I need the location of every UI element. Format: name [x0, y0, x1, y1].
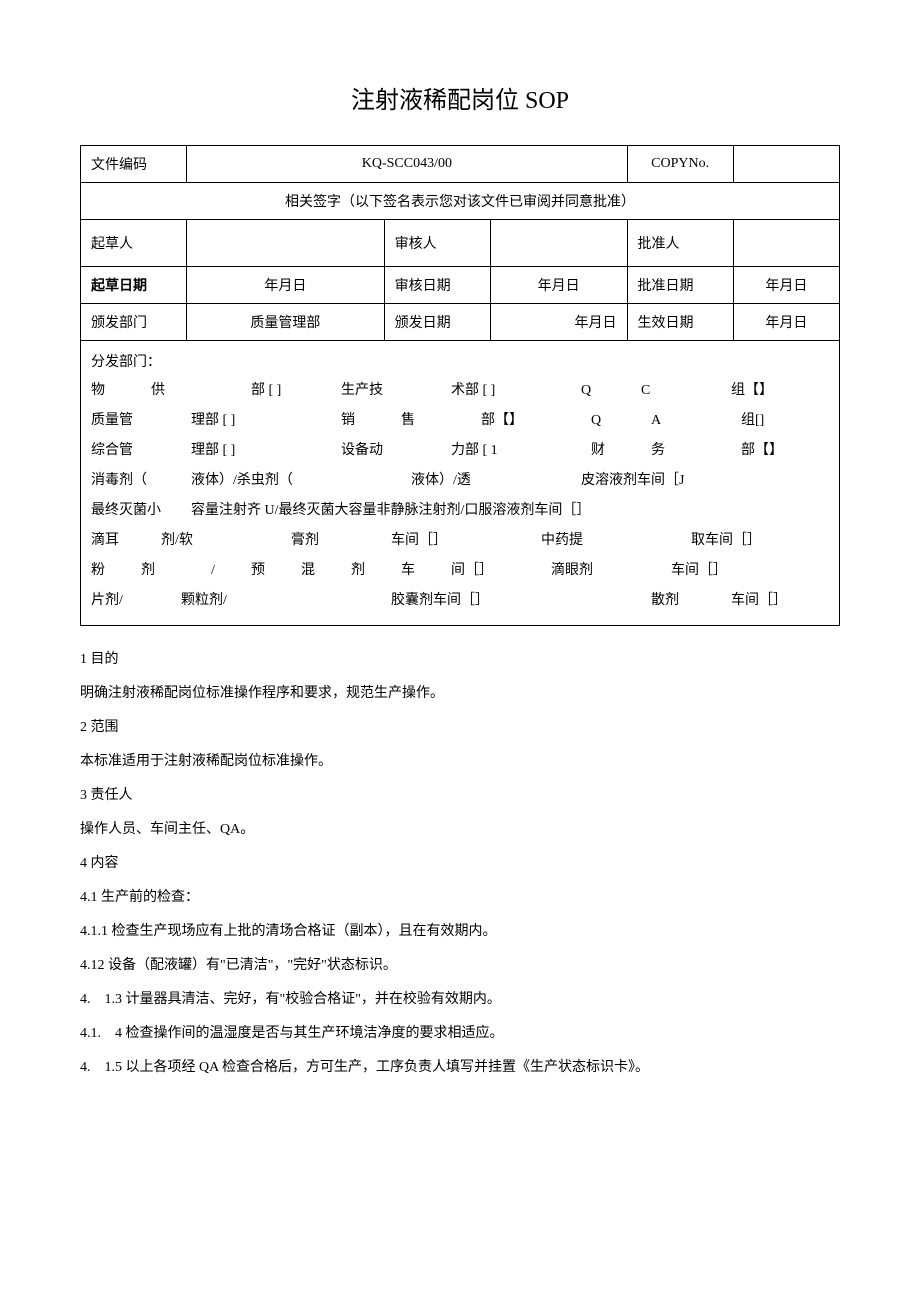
issue-dept-label: 颁发部门 [81, 304, 187, 341]
dist-item: C [641, 377, 731, 405]
s414: 4.1. 4 检查操作间的温湿度是否与其生产环境洁净度的要求相适应。 [80, 1020, 840, 1048]
dist-item: 务 [651, 437, 741, 465]
issue-date-label: 颁发日期 [384, 304, 490, 341]
dist-item: 膏剂 [291, 527, 391, 555]
dist-item: 容量注射齐 U/最终灭菌大容量非静脉注射剂/口服溶液剂车间［］ [191, 497, 711, 525]
dist-item: A [651, 407, 741, 435]
reviewer-label: 审核人 [384, 220, 490, 267]
s1-heading: 1 目的 [80, 646, 840, 674]
dist-line: 物供部 [ ]生产技术部 [ ]QC组【】 [91, 377, 829, 405]
body-section: 1 目的 明确注射液稀配岗位标准操作程序和要求，规范生产操作。 2 范围 本标准… [80, 646, 840, 1082]
approver-value [733, 220, 839, 267]
dist-line: 片剂/颗粒剂/胶囊剂车间［］散剂车间［］ [91, 587, 829, 615]
dist-item: 车间［］ [731, 587, 811, 615]
issue-date-value: 年月日 [490, 304, 627, 341]
dist-item: 设备动 [341, 437, 451, 465]
drafter-label: 起草人 [81, 220, 187, 267]
s2-text: 本标准适用于注射液稀配岗位标准操作。 [80, 748, 840, 776]
dist-item: 颗粒剂/ [181, 587, 391, 615]
dist-item: 理部 [ ] [191, 407, 341, 435]
dist-item: 理部 [ ] [191, 437, 341, 465]
dist-item: 皮溶液剂车间［J [581, 467, 731, 495]
dist-line: 综合管理部 [ ]设备动力部 [ 1财务部【】 [91, 437, 829, 465]
dist-item: 综合管 [91, 437, 191, 465]
dist-item: 滴耳 [91, 527, 161, 555]
dist-label: 分发部门： [91, 349, 829, 377]
dist-item: 消毒剂（ [91, 467, 191, 495]
dist-line: 粉剂/预混剂车间［］滴眼剂车间［］ [91, 557, 829, 585]
issue-dept-value: 质量管理部 [187, 304, 384, 341]
dist-item: 车 [401, 557, 451, 585]
copy-no-label: COPYNo. [627, 146, 733, 183]
page-title: 注射液稀配岗位 SOP [80, 80, 840, 115]
copy-no-value [733, 146, 839, 183]
dist-item: 剂 [141, 557, 211, 585]
dist-item: 胶囊剂车间［］ [391, 587, 651, 615]
dist-item: 售 [401, 407, 481, 435]
signature-note: 相关签字（以下签名表示您对该文件已审阅并同意批准） [81, 183, 840, 220]
dist-item: 组[] [741, 407, 801, 435]
dist-item: 粉 [91, 557, 141, 585]
s4-heading: 4 内容 [80, 850, 840, 878]
dist-item: 片剂/ [91, 587, 181, 615]
dist-line: 滴耳剂/软膏剂车间［］中药提取车间［］ [91, 527, 829, 555]
dist-item: 滴眼剂 [551, 557, 671, 585]
dist-item: 部【】 [481, 407, 591, 435]
dist-item: 车间［］ [671, 557, 751, 585]
dist-item: 最终灭菌小 [91, 497, 191, 525]
dist-item: 部【】 [741, 437, 801, 465]
dist-line: 质量管理部 [ ]销售部【】QA组[] [91, 407, 829, 435]
s2-heading: 2 范围 [80, 714, 840, 742]
dist-line: 最终灭菌小容量注射齐 U/最终灭菌大容量非静脉注射剂/口服溶液剂车间［］ [91, 497, 829, 525]
effective-date-value: 年月日 [733, 304, 839, 341]
draft-date-value: 年月日 [187, 267, 384, 304]
s413: 4. 1.3 计量器具清洁、完好，有"校验合格证"，并在校验有效期内。 [80, 986, 840, 1014]
dist-item: 混 [301, 557, 351, 585]
dist-item: / [211, 557, 251, 585]
dist-item: 液体）/透 [411, 467, 581, 495]
dist-item: Q [591, 407, 651, 435]
dist-item: 财 [591, 437, 651, 465]
review-date-value: 年月日 [490, 267, 627, 304]
s3-text: 操作人员、车间主任、QA。 [80, 816, 840, 844]
draft-date-label: 起草日期 [81, 267, 187, 304]
dist-item: 力部 [ 1 [451, 437, 591, 465]
review-date-label: 审核日期 [384, 267, 490, 304]
s411: 4.1.1 检查生产现场应有上批的清场合格证（副本），且在有效期内。 [80, 918, 840, 946]
distribution-cell: 分发部门： 物供部 [ ]生产技术部 [ ]QC组【】质量管理部 [ ]销售部【… [81, 341, 840, 626]
dist-item: 散剂 [651, 587, 731, 615]
approve-date-label: 批准日期 [627, 267, 733, 304]
file-code-label: 文件编码 [81, 146, 187, 183]
dist-item: 中药提 [541, 527, 691, 555]
dist-line: 消毒剂（液体）/杀虫剂（液体）/透皮溶液剂车间［J [91, 467, 829, 495]
header-table: 文件编码 KQ-SCC043/00 COPYNo. 相关签字（以下签名表示您对该… [80, 145, 840, 626]
dist-item: 组【】 [731, 377, 791, 405]
drafter-value [187, 220, 384, 267]
file-code-value: KQ-SCC043/00 [187, 146, 627, 183]
dist-item: 液体）/杀虫剂（ [191, 467, 411, 495]
dist-item: 剂/软 [161, 527, 291, 555]
dist-item: 取车间［］ [691, 527, 781, 555]
dist-item: 部 [ ] [251, 377, 341, 405]
s412: 4.12 设备（配液罐）有"已清洁"，"完好"状态标识。 [80, 952, 840, 980]
effective-date-label: 生效日期 [627, 304, 733, 341]
dist-item: 术部 [ ] [451, 377, 581, 405]
approve-date-value: 年月日 [733, 267, 839, 304]
s41: 4.1 生产前的检查： [80, 884, 840, 912]
dist-item: 销 [341, 407, 401, 435]
dist-item: 生产技 [341, 377, 451, 405]
approver-label: 批准人 [627, 220, 733, 267]
dist-item: Q [581, 377, 641, 405]
s415: 4. 1.5 以上各项经 QA 检查合格后，方可生产，工序负责人填写并挂置《生产… [80, 1054, 840, 1082]
reviewer-value [490, 220, 627, 267]
dist-item: 车间［］ [391, 527, 541, 555]
dist-item: 剂 [351, 557, 401, 585]
s3-heading: 3 责任人 [80, 782, 840, 810]
dist-item: 物 [91, 377, 151, 405]
dist-item: 质量管 [91, 407, 191, 435]
dist-item: 供 [151, 377, 251, 405]
dist-item: 预 [251, 557, 301, 585]
s1-text: 明确注射液稀配岗位标准操作程序和要求，规范生产操作。 [80, 680, 840, 708]
dist-item: 间［］ [451, 557, 551, 585]
